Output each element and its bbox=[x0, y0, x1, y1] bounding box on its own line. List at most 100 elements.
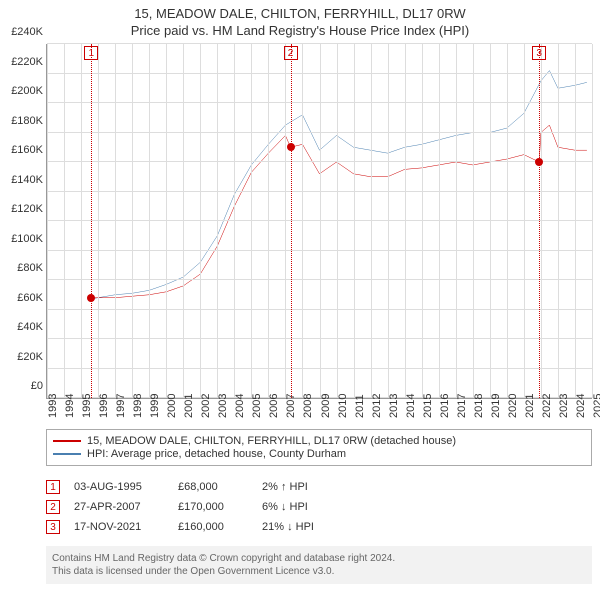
gridline-v bbox=[592, 44, 593, 398]
x-axis-label: 2025 bbox=[592, 394, 600, 418]
gridline-v bbox=[64, 44, 65, 398]
gridline-v bbox=[354, 44, 355, 398]
event-price: £68,000 bbox=[178, 481, 248, 493]
event-hpi: 6% ↓ HPI bbox=[262, 501, 308, 513]
gridline-v bbox=[149, 44, 150, 398]
event-hpi: 21% ↓ HPI bbox=[262, 521, 314, 533]
x-axis-label: 2020 bbox=[507, 394, 519, 418]
gridline-v bbox=[200, 44, 201, 398]
gridline-v bbox=[251, 44, 252, 398]
y-axis-label: £180K bbox=[1, 115, 43, 127]
x-axis-label: 2017 bbox=[456, 394, 468, 418]
event-number-box: 3 bbox=[46, 520, 60, 534]
y-axis-label: £100K bbox=[1, 233, 43, 245]
gridline-v bbox=[558, 44, 559, 398]
gridline-v bbox=[115, 44, 116, 398]
event-marker: 3 bbox=[532, 46, 546, 60]
event-price: £160,000 bbox=[178, 521, 248, 533]
y-axis-label: £120K bbox=[1, 203, 43, 215]
x-axis-label: 1997 bbox=[115, 394, 127, 418]
gridline-v bbox=[388, 44, 389, 398]
events-table: 1 03-AUG-1995 £68,000 2% ↑ HPI 2 27-APR-2007 £… bbox=[46, 474, 592, 540]
gridline-v bbox=[337, 44, 338, 398]
legend-row-a: 15, MEADOW DALE, CHILTON, FERRYHILL, DL1… bbox=[53, 435, 585, 447]
datapoint bbox=[87, 294, 95, 302]
y-axis-label: £140K bbox=[1, 174, 43, 186]
x-axis-label: 2009 bbox=[320, 394, 332, 418]
x-axis-label: 2010 bbox=[337, 394, 349, 418]
legend-swatch-b bbox=[53, 453, 81, 455]
event-hpi: 2% ↑ HPI bbox=[262, 481, 308, 493]
y-axis-label: £200K bbox=[1, 85, 43, 97]
gridline-v bbox=[473, 44, 474, 398]
legend: 15, MEADOW DALE, CHILTON, FERRYHILL, DL1… bbox=[46, 429, 592, 466]
event-date: 27-APR-2007 bbox=[74, 501, 164, 513]
y-axis-label: £40K bbox=[1, 321, 43, 333]
gridline-v bbox=[490, 44, 491, 398]
x-axis-label: 2023 bbox=[558, 394, 570, 418]
gridline-v bbox=[183, 44, 184, 398]
x-axis-label: 2011 bbox=[354, 394, 366, 418]
event-date: 17-NOV-2021 bbox=[74, 521, 164, 533]
gridline-v bbox=[132, 44, 133, 398]
chart-titles: 15, MEADOW DALE, CHILTON, FERRYHILL, DL1… bbox=[0, 0, 600, 40]
event-row: 2 27-APR-2007 £170,000 6% ↓ HPI bbox=[46, 500, 592, 514]
chart-area: £0£20K£40K£60K£80K£100K£120K£140K£160K£1… bbox=[46, 44, 592, 399]
title-main: 15, MEADOW DALE, CHILTON, FERRYHILL, DL1… bbox=[0, 6, 600, 21]
footer-line1: Contains HM Land Registry data © Crown c… bbox=[52, 552, 586, 565]
legend-row-b: HPI: Average price, detached house, Coun… bbox=[53, 448, 585, 460]
event-vline bbox=[91, 44, 92, 398]
x-axis-label: 2013 bbox=[388, 394, 400, 418]
event-row: 1 03-AUG-1995 £68,000 2% ↑ HPI bbox=[46, 480, 592, 494]
event-number-box: 1 bbox=[46, 480, 60, 494]
x-axis-label: 1993 bbox=[47, 394, 59, 418]
event-date: 03-AUG-1995 bbox=[74, 481, 164, 493]
x-axis-label: 2006 bbox=[268, 394, 280, 418]
legend-swatch-a bbox=[53, 440, 81, 442]
x-axis-label: 2002 bbox=[200, 394, 212, 418]
y-axis-label: £240K bbox=[1, 26, 43, 38]
gridline-v bbox=[302, 44, 303, 398]
x-axis-label: 1996 bbox=[98, 394, 110, 418]
gridline-v bbox=[98, 44, 99, 398]
x-axis-label: 2012 bbox=[371, 394, 383, 418]
legend-label-b: HPI: Average price, detached house, Coun… bbox=[87, 448, 346, 460]
x-axis-label: 2014 bbox=[405, 394, 417, 418]
gridline-v bbox=[217, 44, 218, 398]
gridline-v bbox=[524, 44, 525, 398]
gridline-v bbox=[456, 44, 457, 398]
gridline-v bbox=[507, 44, 508, 398]
x-axis-label: 1998 bbox=[132, 394, 144, 418]
x-axis-label: 2015 bbox=[422, 394, 434, 418]
datapoint bbox=[287, 143, 295, 151]
x-axis-label: 2005 bbox=[251, 394, 263, 418]
event-number-box: 2 bbox=[46, 500, 60, 514]
plot: £0£20K£40K£60K£80K£100K£120K£140K£160K£1… bbox=[46, 44, 592, 399]
footer: Contains HM Land Registry data © Crown c… bbox=[46, 546, 592, 584]
event-price: £170,000 bbox=[178, 501, 248, 513]
gridline-v bbox=[285, 44, 286, 398]
x-axis-label: 1994 bbox=[64, 394, 76, 418]
gridline-v bbox=[371, 44, 372, 398]
gridline-v bbox=[234, 44, 235, 398]
x-axis-label: 2019 bbox=[490, 394, 502, 418]
x-axis-label: 2000 bbox=[166, 394, 178, 418]
event-marker: 1 bbox=[84, 46, 98, 60]
event-row: 3 17-NOV-2021 £160,000 21% ↓ HPI bbox=[46, 520, 592, 534]
legend-label-a: 15, MEADOW DALE, CHILTON, FERRYHILL, DL1… bbox=[87, 435, 456, 447]
gridline-v bbox=[320, 44, 321, 398]
datapoint bbox=[535, 158, 543, 166]
y-axis-label: £80K bbox=[1, 262, 43, 274]
title-sub: Price paid vs. HM Land Registry's House … bbox=[0, 23, 600, 38]
x-axis-label: 2016 bbox=[439, 394, 451, 418]
gridline-v bbox=[268, 44, 269, 398]
gridline-v bbox=[47, 44, 48, 398]
event-vline bbox=[539, 44, 540, 398]
x-axis-label: 1999 bbox=[149, 394, 161, 418]
x-axis-label: 2024 bbox=[575, 394, 587, 418]
x-axis-label: 2001 bbox=[183, 394, 195, 418]
footer-line2: This data is licensed under the Open Gov… bbox=[52, 565, 586, 578]
gridline-v bbox=[422, 44, 423, 398]
event-vline bbox=[291, 44, 292, 398]
y-axis-label: £160K bbox=[1, 144, 43, 156]
